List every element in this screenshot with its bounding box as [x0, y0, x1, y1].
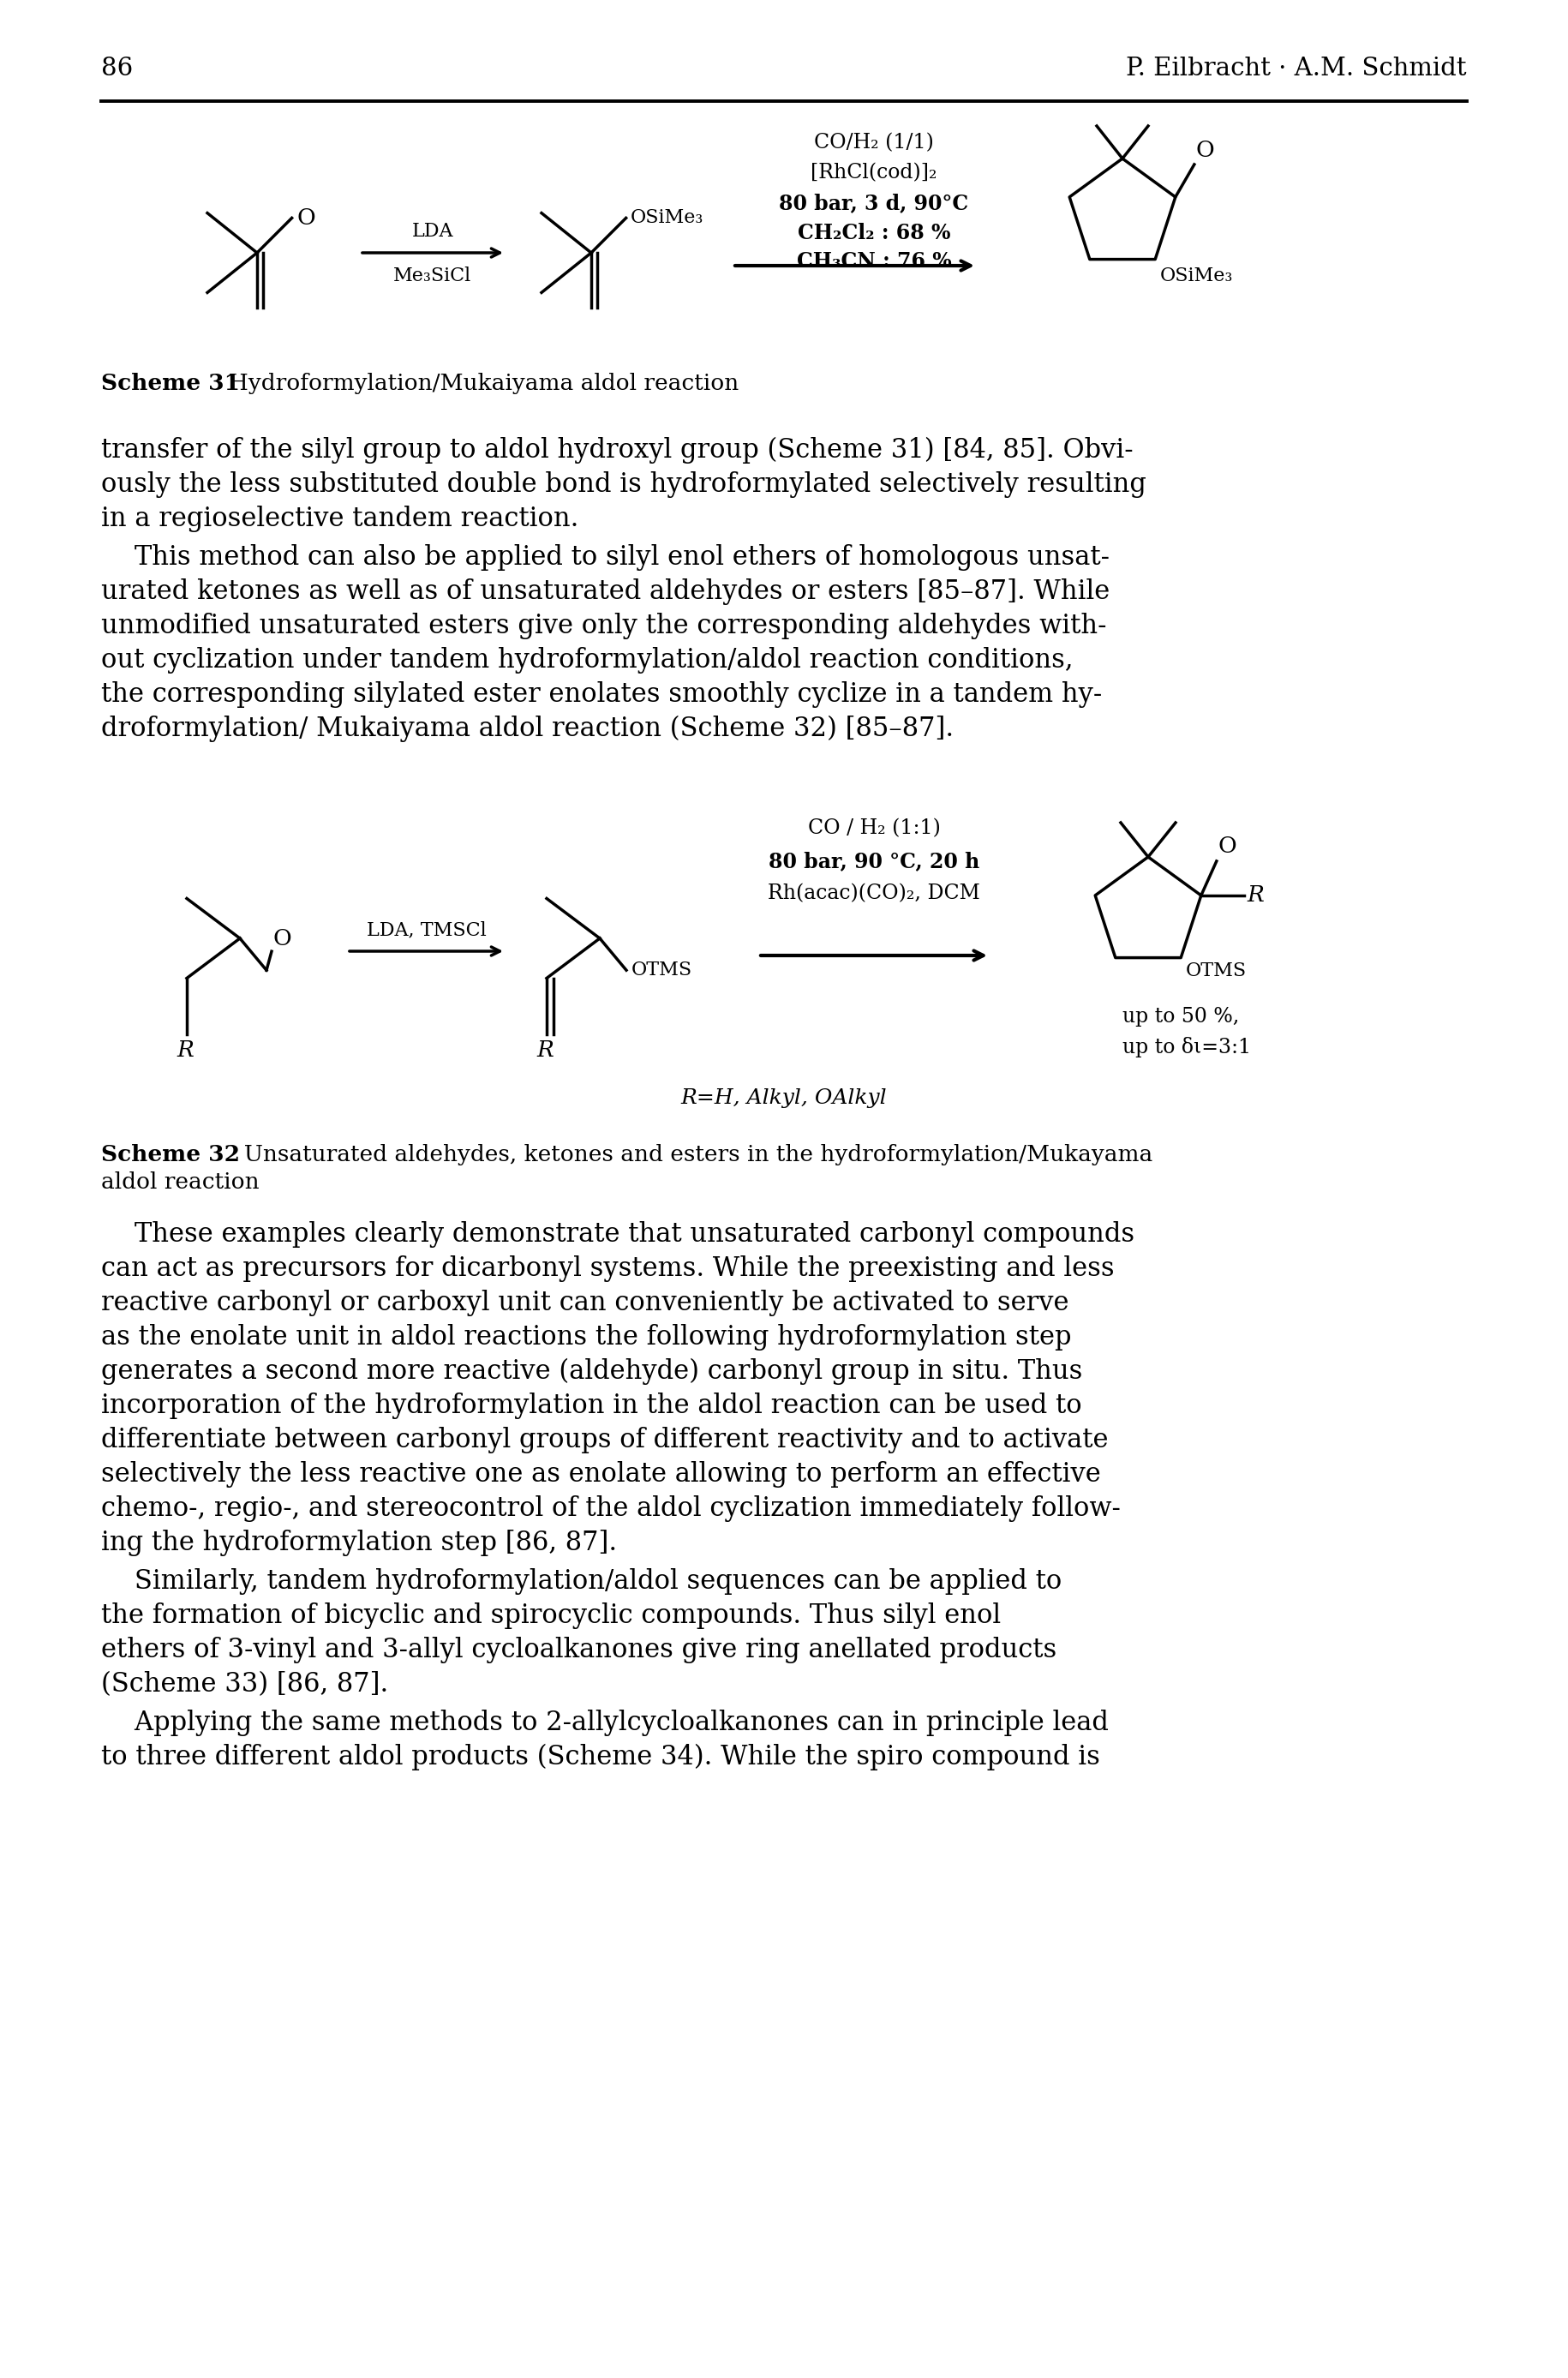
- Text: O: O: [1196, 140, 1215, 162]
- Text: R=H, Alkyl, OAlkyl: R=H, Alkyl, OAlkyl: [681, 1089, 887, 1108]
- Text: OSiMe₃: OSiMe₃: [630, 209, 704, 228]
- Text: generates a second more reactive (aldehyde) carbonyl group in situ. Thus: generates a second more reactive (aldehy…: [100, 1358, 1082, 1384]
- Text: O: O: [273, 927, 292, 949]
- Text: (Scheme 33) [86, 87].: (Scheme 33) [86, 87].: [100, 1672, 389, 1698]
- Text: ously the less substituted double bond is hydroformylated selectively resulting: ously the less substituted double bond i…: [100, 471, 1146, 497]
- Text: droformylation/ Mukaiyama aldol reaction (Scheme 32) [85–87].: droformylation/ Mukaiyama aldol reaction…: [100, 716, 953, 742]
- Text: These examples clearly demonstrate that unsaturated carbonyl compounds: These examples clearly demonstrate that …: [100, 1222, 1135, 1248]
- Text: OSiMe₃: OSiMe₃: [1160, 266, 1234, 285]
- Text: selectively the less reactive one as enolate allowing to perform an effective: selectively the less reactive one as eno…: [100, 1460, 1101, 1489]
- Text: transfer of the silyl group to aldol hydroxyl group (Scheme 31) [84, 85]. Obvi-: transfer of the silyl group to aldol hyd…: [100, 438, 1134, 464]
- Text: urated ketones as well as of unsaturated aldehydes or esters [85–87]. While: urated ketones as well as of unsaturated…: [100, 578, 1110, 604]
- Text: Scheme 31: Scheme 31: [100, 373, 240, 395]
- Text: 80 bar, 3 d, 90°C: 80 bar, 3 d, 90°C: [779, 193, 969, 214]
- Text: Me₃SiCl: Me₃SiCl: [394, 266, 472, 285]
- Text: the formation of bicyclic and spirocyclic compounds. Thus silyl enol: the formation of bicyclic and spirocycli…: [100, 1603, 1000, 1629]
- Text: This method can also be applied to silyl enol ethers of homologous unsat-: This method can also be applied to silyl…: [100, 545, 1110, 571]
- Text: 86: 86: [100, 57, 133, 81]
- Text: unmodified unsaturated esters give only the corresponding aldehydes with-: unmodified unsaturated esters give only …: [100, 614, 1107, 640]
- Text: Unsaturated aldehydes, ketones and esters in the hydroformylation/Mukayama: Unsaturated aldehydes, ketones and ester…: [229, 1144, 1152, 1165]
- Text: CH₂Cl₂ : 68 %: CH₂Cl₂ : 68 %: [798, 224, 950, 243]
- Text: to three different aldol products (Scheme 34). While the spiro compound is: to three different aldol products (Schem…: [100, 1743, 1101, 1772]
- Text: as the enolate unit in aldol reactions the following hydroformylation step: as the enolate unit in aldol reactions t…: [100, 1325, 1071, 1351]
- Text: chemo-, regio-, and stereocontrol of the aldol cyclization immediately follow-: chemo-, regio-, and stereocontrol of the…: [100, 1496, 1121, 1522]
- Text: Rh(acac)(CO)₂, DCM: Rh(acac)(CO)₂, DCM: [768, 885, 980, 904]
- Text: the corresponding silylated ester enolates smoothly cyclize in a tandem hy-: the corresponding silylated ester enolat…: [100, 680, 1102, 709]
- Text: Scheme 32: Scheme 32: [100, 1144, 240, 1165]
- Text: in a regioselective tandem reaction.: in a regioselective tandem reaction.: [100, 507, 579, 533]
- Text: O: O: [1218, 835, 1237, 856]
- Text: aldol reaction: aldol reaction: [100, 1172, 259, 1194]
- Text: O: O: [296, 207, 315, 228]
- Text: incorporation of the hydroformylation in the aldol reaction can be used to: incorporation of the hydroformylation in…: [100, 1394, 1082, 1420]
- Text: R: R: [1248, 885, 1264, 906]
- Text: out cyclization under tandem hydroformylation/aldol reaction conditions,: out cyclization under tandem hydroformyl…: [100, 647, 1073, 673]
- Text: CO/H₂ (1/1): CO/H₂ (1/1): [814, 133, 935, 152]
- Text: Similarly, tandem hydroformylation/aldol sequences can be applied to: Similarly, tandem hydroformylation/aldol…: [100, 1567, 1062, 1596]
- Text: up to δι=3:1: up to δι=3:1: [1123, 1037, 1251, 1058]
- Text: [RhCl(cod)]₂: [RhCl(cod)]₂: [811, 162, 938, 183]
- Text: can act as precursors for dicarbonyl systems. While the preexisting and less: can act as precursors for dicarbonyl sys…: [100, 1256, 1115, 1282]
- Text: OTMS: OTMS: [632, 961, 693, 980]
- Text: LDA, TMSCl: LDA, TMSCl: [367, 920, 486, 939]
- Text: P. Eilbracht · A.M. Schmidt: P. Eilbracht · A.M. Schmidt: [1126, 57, 1468, 81]
- Text: ing the hydroformylation step [86, 87].: ing the hydroformylation step [86, 87].: [100, 1529, 618, 1555]
- Text: 80 bar, 90 °C, 20 h: 80 bar, 90 °C, 20 h: [768, 851, 980, 870]
- Text: CO / H₂ (1:1): CO / H₂ (1:1): [808, 818, 941, 837]
- Text: differentiate between carbonyl groups of different reactivity and to activate: differentiate between carbonyl groups of…: [100, 1427, 1109, 1453]
- Text: R: R: [536, 1039, 554, 1061]
- Text: reactive carbonyl or carboxyl unit can conveniently be activated to serve: reactive carbonyl or carboxyl unit can c…: [100, 1289, 1069, 1317]
- Text: R: R: [177, 1039, 193, 1061]
- Text: up to 50 %,: up to 50 %,: [1123, 1006, 1239, 1027]
- Text: Applying the same methods to 2-allylcycloalkanones can in principle lead: Applying the same methods to 2-allylcycl…: [100, 1710, 1109, 1736]
- Text: OTMS: OTMS: [1185, 961, 1247, 980]
- Text: Hydroformylation/Mukaiyama aldol reaction: Hydroformylation/Mukaiyama aldol reactio…: [215, 373, 739, 395]
- Text: LDA: LDA: [412, 221, 453, 240]
- Text: CH₃CN : 76 %: CH₃CN : 76 %: [797, 252, 952, 271]
- Text: ethers of 3-vinyl and 3-allyl cycloalkanones give ring anellated products: ethers of 3-vinyl and 3-allyl cycloalkan…: [100, 1636, 1057, 1662]
